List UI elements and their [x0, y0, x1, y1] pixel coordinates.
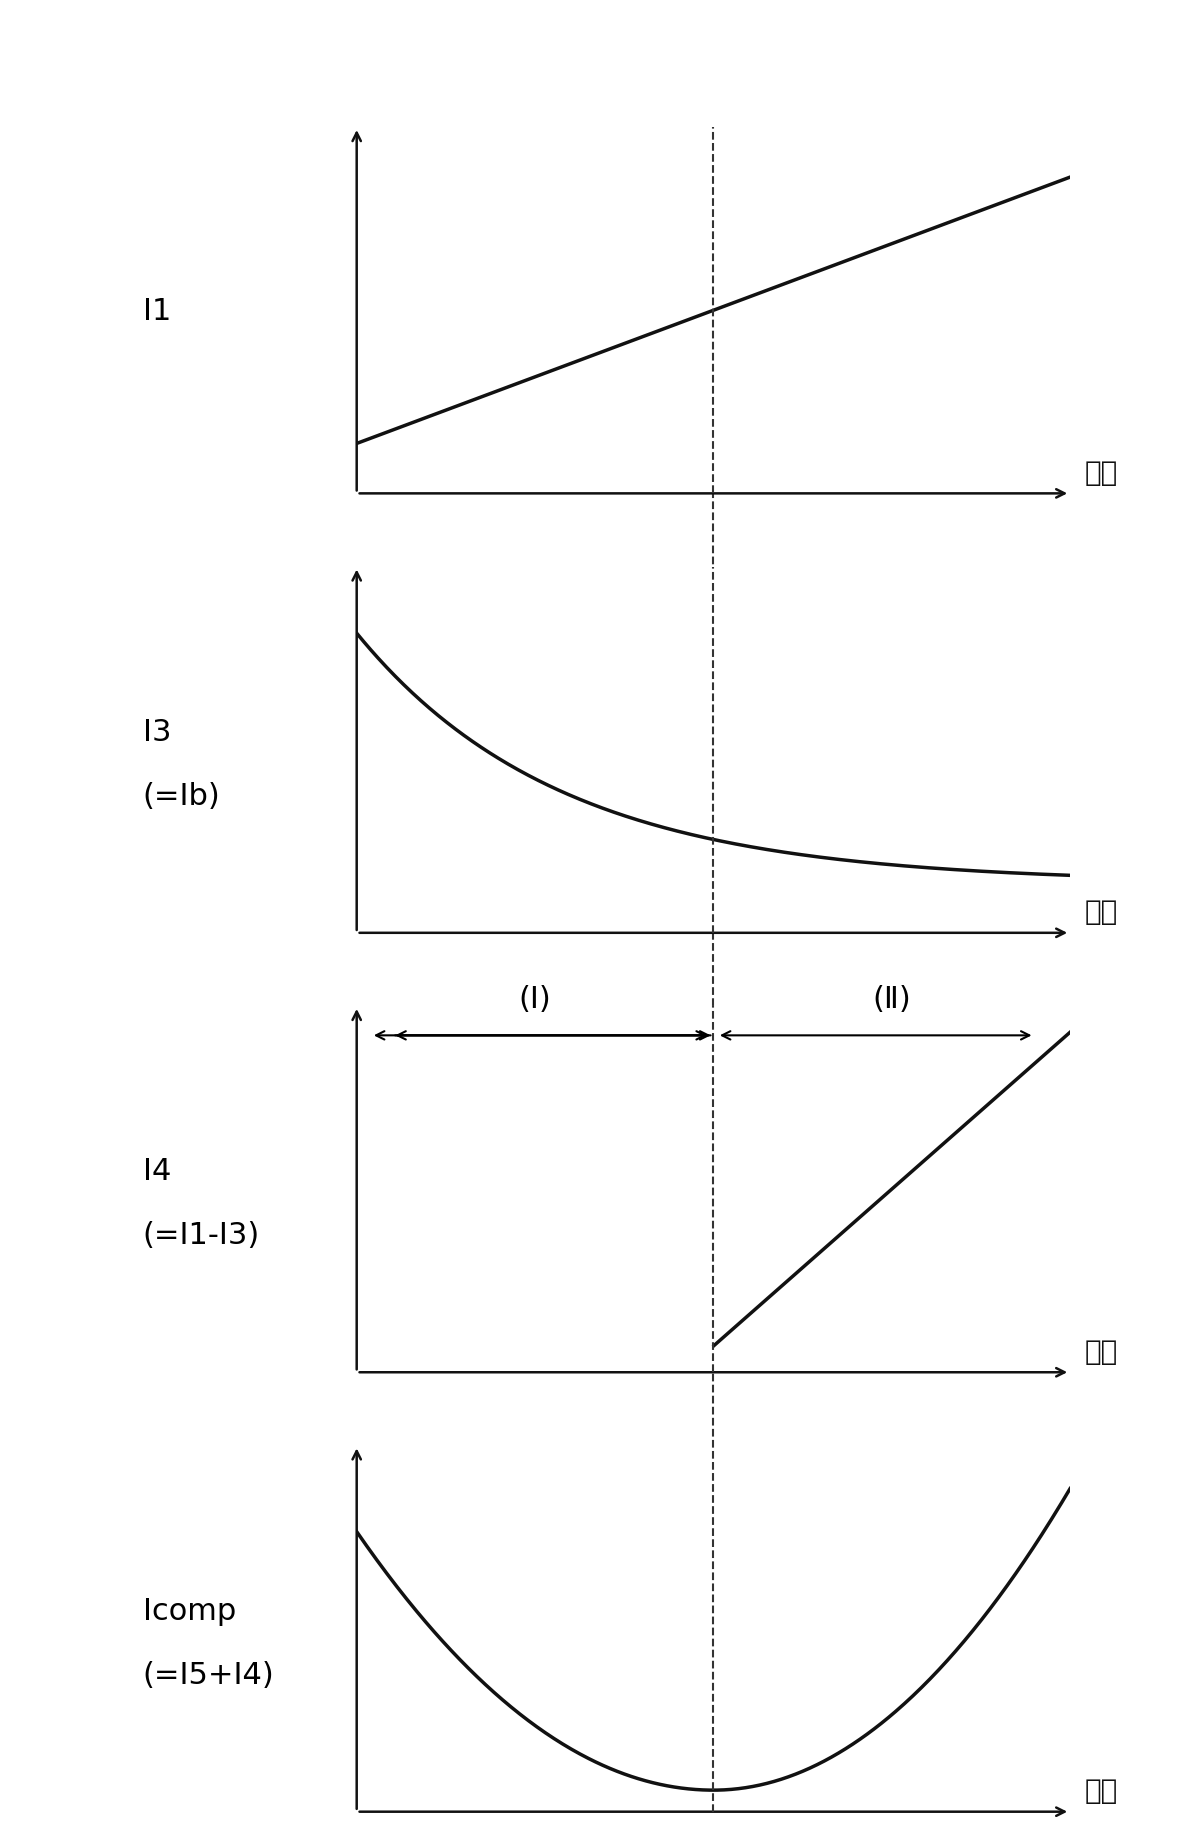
- Text: 温度: 温度: [1084, 1777, 1118, 1804]
- Text: (I): (I): [518, 985, 552, 1014]
- Text: I1: I1: [143, 296, 171, 326]
- Text: I4: I4: [143, 1157, 171, 1186]
- Text: (=I5+I4): (=I5+I4): [143, 1660, 275, 1689]
- Text: 温度: 温度: [1084, 1338, 1118, 1365]
- Text: Icomp: Icomp: [143, 1596, 235, 1625]
- Text: 温度: 温度: [1084, 899, 1118, 926]
- Text: (=I1-I3): (=I1-I3): [143, 1221, 260, 1250]
- Text: I3: I3: [143, 717, 171, 747]
- Text: (=Ib): (=Ib): [143, 781, 220, 811]
- Text: 温度: 温度: [1084, 459, 1118, 487]
- Text: (Ⅱ): (Ⅱ): [873, 985, 911, 1014]
